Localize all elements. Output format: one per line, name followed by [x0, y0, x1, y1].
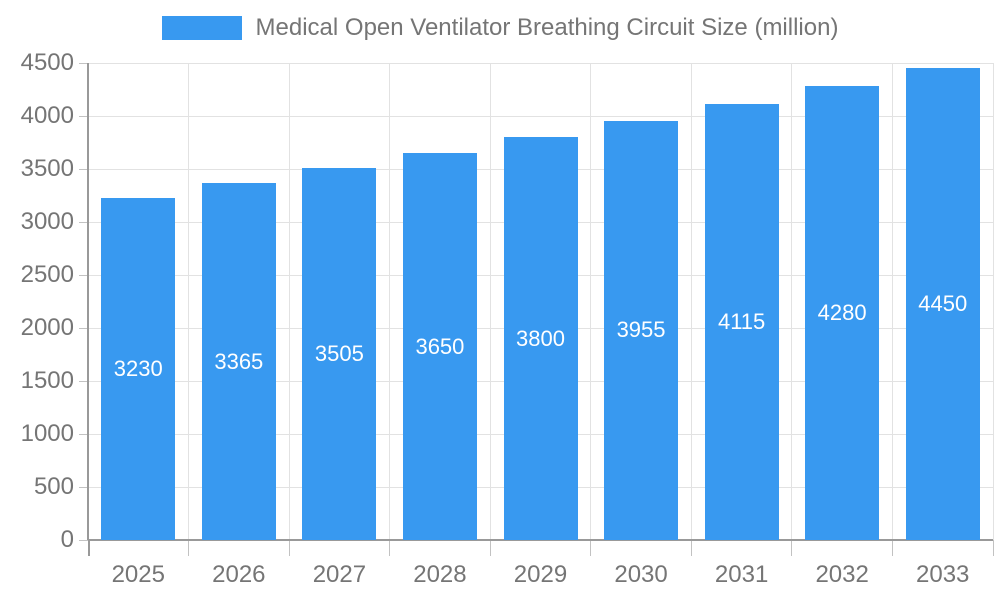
y-axis-tick — [79, 62, 88, 64]
x-axis-label: 2027 — [312, 561, 367, 588]
y-axis-tick — [79, 115, 88, 117]
y-axis-label: 500 — [33, 473, 74, 500]
bar[interactable]: 4115 — [704, 103, 779, 540]
legend: Medical Open Ventilator Breathing Circui… — [0, 14, 1000, 42]
v-gridline — [891, 63, 893, 540]
v-gridline — [590, 63, 592, 540]
bar-value-label: 4115 — [717, 308, 766, 334]
x-axis-label: 2026 — [212, 561, 266, 588]
y-axis-tick — [79, 168, 88, 170]
y-axis-label: 2000 — [20, 314, 74, 341]
v-gridline — [288, 63, 290, 540]
x-axis-tick — [288, 540, 290, 556]
y-axis-label: 2500 — [20, 261, 74, 288]
y-axis-tick — [79, 327, 88, 329]
x-axis-line — [88, 539, 993, 541]
x-axis-tick — [590, 540, 592, 556]
bar[interactable]: 3505 — [302, 168, 377, 540]
y-axis-label: 4500 — [20, 49, 74, 76]
v-gridline — [791, 63, 793, 540]
x-axis-tick — [489, 540, 491, 556]
bar-value-label: 4280 — [817, 300, 867, 326]
bar[interactable]: 3650 — [402, 153, 477, 540]
y-axis-label: 3000 — [20, 208, 74, 235]
y-axis-tick — [79, 433, 88, 435]
y-axis-label: 1000 — [20, 420, 74, 447]
x-axis-tick — [992, 540, 994, 556]
y-axis-tick — [79, 274, 88, 276]
y-axis-line — [87, 63, 89, 540]
v-gridline — [389, 63, 391, 540]
x-axis-label: 2028 — [413, 561, 467, 588]
bar-value-label: 3800 — [516, 325, 565, 351]
x-axis-tick — [690, 540, 692, 556]
bar-value-label: 3230 — [113, 355, 163, 381]
bar[interactable]: 3365 — [201, 183, 276, 540]
bar[interactable]: 4280 — [805, 86, 880, 540]
bar-value-label: 3650 — [415, 333, 465, 359]
y-axis-label: 4000 — [20, 102, 74, 129]
x-axis-tick — [87, 540, 90, 556]
x-axis-label: 2025 — [111, 561, 165, 588]
bar[interactable]: 4450 — [905, 68, 980, 540]
h-gridline — [88, 62, 993, 64]
v-gridline — [690, 63, 692, 540]
y-axis-tick — [79, 380, 88, 382]
v-gridline — [489, 63, 491, 540]
legend-item[interactable]: Medical Open Ventilator Breathing Circui… — [161, 14, 839, 42]
bar-value-label: 3955 — [616, 317, 666, 343]
bar[interactable]: 3955 — [604, 120, 679, 540]
x-axis-tick — [188, 540, 190, 556]
x-axis-label: 2031 — [714, 561, 769, 588]
x-axis-tick — [891, 540, 893, 556]
x-axis-tick — [389, 540, 391, 556]
bar-value-label: 3365 — [214, 348, 264, 374]
x-axis-label: 2030 — [614, 561, 668, 588]
legend-series-label: Medical Open Ventilator Breathing Circui… — [255, 14, 839, 41]
y-axis-label: 0 — [60, 526, 74, 553]
x-axis-label: 2033 — [916, 561, 970, 588]
x-axis-label: 2029 — [513, 561, 568, 588]
y-axis-label: 1500 — [20, 367, 74, 394]
y-axis-tick — [79, 486, 88, 488]
y-axis-label: 3500 — [20, 155, 74, 182]
y-axis-tick — [79, 539, 88, 541]
h-gridline — [88, 115, 993, 117]
y-axis-tick — [79, 221, 88, 223]
bar-value-label: 3505 — [314, 341, 364, 367]
bar[interactable]: 3800 — [503, 137, 578, 540]
bar-value-label: 4450 — [918, 291, 968, 317]
x-axis-tick — [791, 540, 793, 556]
v-gridline — [188, 63, 190, 540]
v-gridline — [992, 63, 994, 540]
bar[interactable]: 3230 — [101, 197, 176, 540]
x-axis-label: 2032 — [815, 561, 869, 588]
legend-swatch-icon — [161, 16, 242, 40]
